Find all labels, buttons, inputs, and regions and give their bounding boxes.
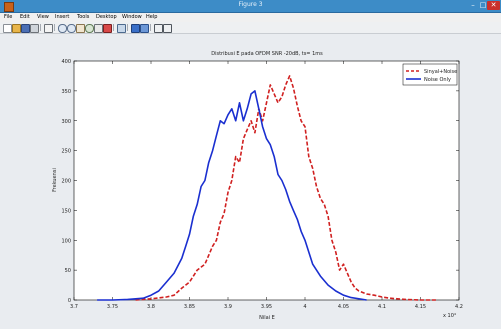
data-lines (97, 75, 436, 301)
y-tick-label: 50 (65, 268, 71, 274)
select-arrow-icon[interactable] (44, 24, 53, 33)
toolbar-separator (40, 24, 41, 31)
toolbar-separator (54, 24, 55, 31)
close-button[interactable]: ✕ (487, 1, 500, 10)
pan-icon[interactable] (76, 24, 85, 33)
link-plot-icon[interactable] (117, 24, 126, 33)
y-tick-label: 300 (61, 119, 71, 125)
x-tick-label: 3.7 (70, 304, 78, 310)
rotate-3d-icon[interactable] (85, 24, 94, 33)
x-tick-label: 3.75 (107, 304, 118, 310)
menu-tools[interactable]: Tools (77, 14, 90, 20)
menu-edit[interactable]: Edit (20, 14, 30, 20)
y-tick-label: 200 (61, 179, 71, 185)
x-tick-label: 3.9 (224, 304, 232, 310)
y-tick-label: 0 (68, 298, 71, 304)
series-line-sinyal-noise[interactable] (135, 75, 436, 301)
figure-toolbar (0, 22, 501, 34)
legend-label-sinyal-noise: Sinyal+Noise (424, 69, 457, 75)
x-tick-label: 4 (303, 304, 306, 310)
y-tick-label: 150 (61, 208, 71, 214)
y-tick-label: 250 (61, 149, 71, 155)
figure-canvas: Distribusi E pada OFDM SNR -20dB, ts= 1m… (0, 34, 501, 329)
menu-view[interactable]: View (37, 14, 49, 20)
x-tick-label: 3.95 (261, 304, 272, 310)
show-plot-tools-icon[interactable] (163, 24, 172, 33)
legend-label-noise-only: Noise Only (424, 77, 451, 83)
matlab-icon (4, 2, 14, 12)
legend-icon[interactable] (140, 24, 149, 33)
plot-axes[interactable] (73, 60, 460, 301)
zoom-in-icon[interactable] (58, 24, 67, 33)
menu-window[interactable]: Window (122, 14, 142, 20)
y-tick-label: 400 (61, 59, 71, 65)
window-titlebar: Figure 3 – □ ✕ (0, 0, 501, 13)
save-icon[interactable] (21, 24, 30, 33)
axis-ticks: 3.7 3.75 3.8 3.85 3.9 3.95 4 4.05 4.1 4.15 4.2 0 50 1… (61, 59, 463, 310)
x-tick-label: 4.1 (378, 304, 386, 310)
maximize-button[interactable]: □ (479, 1, 487, 9)
x-tick-label: 3.8 (147, 304, 155, 310)
hide-plot-tools-icon[interactable] (154, 24, 163, 33)
toolbar-separator (150, 24, 151, 31)
series-line-noise-only[interactable] (97, 90, 367, 301)
minimize-button[interactable]: – (471, 1, 475, 9)
menu-file[interactable]: File (4, 14, 13, 20)
x-tick-label: 4.2 (455, 304, 463, 310)
y-axis-label: Frekuensi (52, 168, 58, 192)
x-tick-label: 3.85 (184, 304, 195, 310)
window-title: Figure 3 (238, 1, 263, 8)
toolbar-separator (113, 24, 114, 31)
legend[interactable]: Sinyal+Noise Noise Only (402, 63, 458, 86)
toolbar-separator (127, 24, 128, 31)
menu-desktop[interactable]: Desktop (96, 14, 117, 20)
x-tick-label: 4.05 (338, 304, 349, 310)
new-figure-icon[interactable] (3, 24, 12, 33)
zoom-out-icon[interactable] (67, 24, 76, 33)
x-axis-label: Nilai E (259, 315, 275, 321)
open-file-icon[interactable] (12, 24, 21, 33)
menu-insert[interactable]: Insert (55, 14, 70, 20)
print-icon[interactable] (30, 24, 39, 33)
data-cursor-icon[interactable] (94, 24, 103, 33)
menu-help[interactable]: Help (146, 14, 158, 20)
chart-title: Distribusi E pada OFDM SNR -20dB, ts= 1m… (211, 51, 323, 57)
colorbar-icon[interactable] (131, 24, 140, 33)
y-tick-label: 350 (61, 89, 71, 95)
brush-icon[interactable] (103, 24, 112, 33)
y-tick-label: 100 (61, 238, 71, 244)
figure-svg: Distribusi E pada OFDM SNR -20dB, ts= 1m… (52, 51, 463, 321)
x-tick-label: 4.15 (415, 304, 426, 310)
x-axis-exponent: x 10⁴ (443, 313, 456, 319)
menu-bar: File Edit View Insert Tools Desktop Wind… (0, 13, 501, 22)
